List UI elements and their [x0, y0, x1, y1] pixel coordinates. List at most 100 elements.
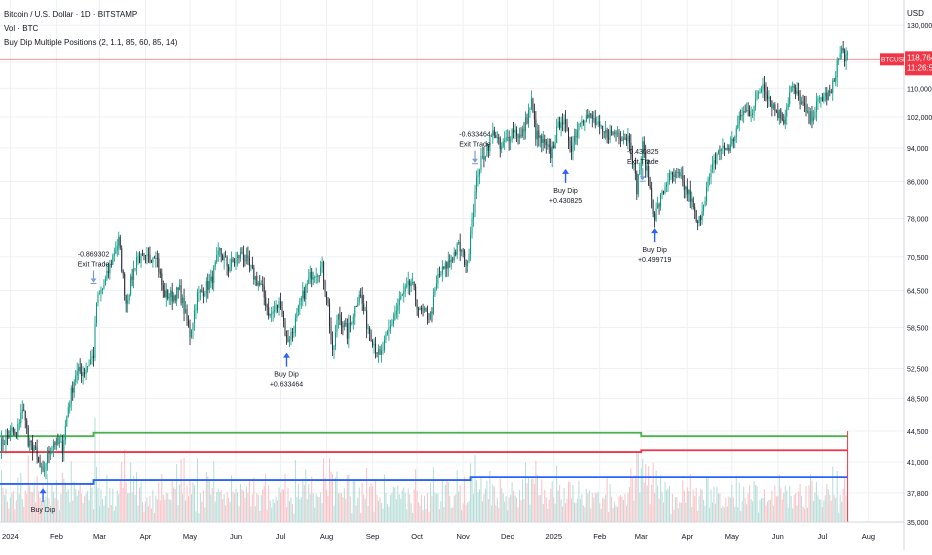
candle-body: [122, 270, 124, 274]
volume-bar: [437, 493, 439, 522]
candle-body: [502, 141, 504, 147]
volume-bar: [649, 504, 651, 522]
volume-bar: [844, 476, 846, 522]
candle-body: [69, 403, 71, 408]
volume-bar: [636, 451, 638, 522]
volume-indicator-label[interactable]: Vol · BTC: [4, 24, 39, 33]
candle-body: [514, 129, 516, 133]
candle-body: [576, 130, 578, 138]
volume-bar: [425, 508, 427, 522]
candle-body: [395, 310, 397, 315]
volume-bar: [814, 492, 816, 522]
volume-bar: [634, 475, 636, 522]
volume-bar: [345, 498, 347, 522]
time-tick-label: Feb: [593, 532, 606, 541]
candle-body: [517, 135, 519, 139]
candle-body: [257, 282, 259, 286]
candle-body: [176, 287, 178, 301]
volume-bar: [744, 498, 746, 522]
volume-bar: [775, 496, 777, 522]
volume-bar: [465, 504, 467, 522]
candle-body: [118, 237, 120, 246]
price-tag-symbol: BTCUSD: [881, 56, 908, 63]
volume-bar: [621, 496, 623, 522]
symbol-title[interactable]: Bitcoin / U.S. Dollar · 1D · BITSTAMP: [4, 10, 138, 19]
volume-bar: [35, 502, 37, 522]
chart-legend[interactable]: Bitcoin / U.S. Dollar · 1D · BITSTAMP Vo…: [4, 8, 177, 50]
volume-bar: [220, 489, 222, 522]
volume-bar: [257, 494, 259, 522]
volume-bar: [231, 475, 233, 522]
volume-bar: [401, 490, 403, 522]
volume-bar: [729, 497, 731, 522]
volume-bar: [271, 507, 273, 522]
price-axis[interactable]: USD 130,000118,000110,000102,00094,00086…: [903, 0, 932, 550]
strategy-label[interactable]: Buy Dip Multiple Positions (2, 1.1, 85, …: [4, 38, 178, 47]
candle-body: [213, 266, 215, 283]
time-axis[interactable]: 2024 Feb Mar Apr May Jun Jul Aug Sep Oct Nov Dec 202…: [0, 521, 904, 541]
candle-body: [698, 216, 700, 223]
candle-body: [775, 110, 777, 112]
volume-bar: [520, 499, 522, 522]
volume-bar: [337, 493, 339, 522]
candle-body: [746, 110, 748, 112]
volume-bar: [259, 511, 261, 522]
volume-bar: [388, 506, 390, 522]
candle-body: [734, 137, 736, 142]
volume-bar: [559, 484, 561, 522]
candle-body: [844, 50, 846, 62]
candle-body: [688, 189, 690, 195]
volume-bar: [677, 508, 679, 522]
candle-body: [737, 124, 739, 129]
candle-body: [409, 280, 411, 286]
candle-body: [299, 300, 301, 306]
candle-body: [131, 276, 133, 281]
volume-bar: [459, 485, 461, 522]
candle-body: [355, 306, 357, 307]
grid: [0, 0, 904, 523]
candle-body: [838, 58, 840, 61]
volume-bar: [480, 475, 482, 522]
volume-bar: [400, 498, 402, 522]
volume-bar: [198, 513, 200, 522]
volume-bar: [406, 509, 408, 522]
volume-bar: [760, 497, 763, 522]
volume-bar: [774, 485, 776, 522]
volume-bar: [527, 476, 529, 522]
candle-body: [150, 259, 152, 263]
volume-bar: [510, 494, 512, 522]
volume-bar: [176, 464, 178, 522]
volume-bar: [808, 485, 810, 522]
volume-bar: [575, 503, 577, 522]
candle-body: [388, 328, 390, 332]
candle-body: [266, 305, 268, 308]
candle-body: [274, 310, 276, 312]
candle-body: [581, 121, 583, 124]
exit-arrow-icon: [639, 176, 646, 181]
volume-bar: [732, 497, 734, 522]
volume-bar: [585, 488, 587, 522]
time-tick-label: Jun: [230, 532, 242, 541]
volume-bar: [565, 503, 567, 522]
candle-body: [78, 366, 80, 371]
candle-body: [204, 293, 206, 297]
candle-body: [24, 410, 26, 421]
volume-bar: [683, 490, 685, 522]
volume-bar: [106, 474, 108, 522]
exit-arrow-icon: [472, 158, 479, 163]
candle-body: [45, 464, 47, 471]
candle-body: [845, 54, 847, 62]
price-tick-label: 94,000: [907, 146, 929, 153]
candle-body: [158, 258, 160, 272]
candle-body: [291, 332, 293, 333]
candle-body: [611, 130, 613, 132]
volume-bar: [492, 484, 494, 522]
candle-body: [714, 160, 717, 164]
volume-bar: [664, 482, 666, 522]
time-tick-label: Apr: [681, 532, 693, 541]
volume-bar: [30, 491, 32, 522]
candle-body: [162, 285, 164, 291]
volume-bar: [481, 501, 483, 522]
